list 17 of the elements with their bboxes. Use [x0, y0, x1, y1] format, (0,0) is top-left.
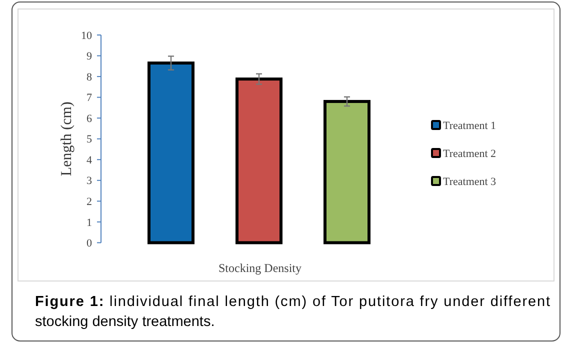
caption: Figure 1: lindividual final length (cm) of Tor putitora fry under different stocking density treatments.	[35, 294, 550, 330]
legend-label: Treatment 2	[443, 148, 496, 160]
x-axis-title: Stocking Density	[218, 261, 302, 275]
y-axis-title: Length (cm)	[59, 102, 75, 176]
y-tick-label: 5	[86, 134, 92, 146]
y-tick-label: 9	[86, 50, 92, 63]
y-tick-label: 0	[86, 238, 92, 250]
legend-label: Treatment 3	[443, 176, 497, 188]
y-tick-label: 4	[86, 154, 92, 166]
y-tick-label: 8	[86, 71, 92, 84]
y-tick-label: 2	[86, 196, 92, 208]
legend-label: Treatment 1	[443, 120, 496, 132]
y-tick-label: 1	[86, 216, 92, 229]
y-tick-label: 7	[86, 92, 92, 104]
y-tick-label: 10	[81, 30, 92, 42]
y-tick-label: 6	[86, 112, 92, 125]
y-tick-label: 3	[86, 175, 92, 188]
